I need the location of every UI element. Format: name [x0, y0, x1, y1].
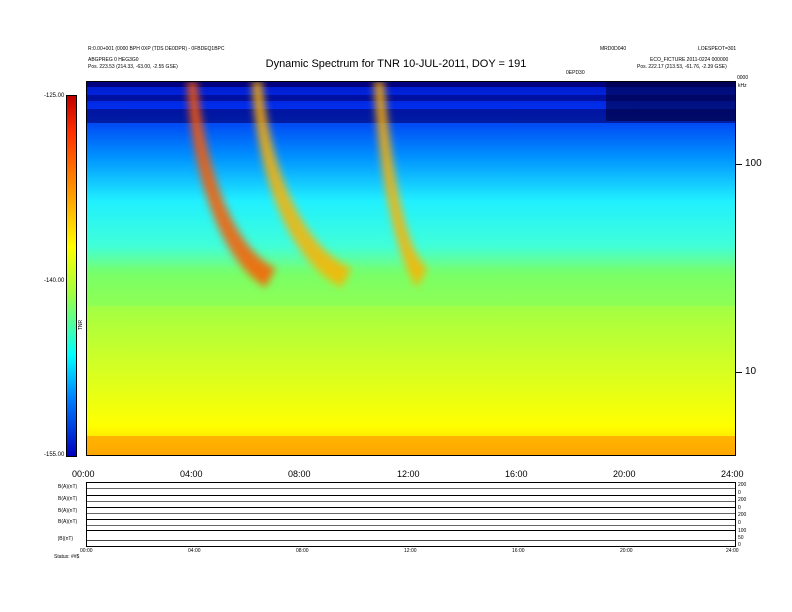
header-left-line1: R:0.00+001 (0000 BPH 0XP (TDS DE0DPR) - …	[88, 46, 225, 52]
colorbar-axis-label: TNR	[78, 319, 85, 331]
panel-line	[87, 507, 735, 508]
header-center-label: 0EPD30	[566, 70, 585, 76]
panel-right-tick: 0	[738, 520, 741, 526]
panel-right-tick: 200	[738, 512, 747, 518]
header-side-left: 0000	[737, 75, 749, 81]
colorbar	[66, 95, 77, 457]
x-tick-0: 00:00	[72, 469, 95, 479]
panel-row-label: |B|(nT)	[58, 536, 74, 542]
panel-right-tick: 200	[738, 497, 747, 503]
panel-x-tick: 00:00	[80, 548, 93, 554]
colorbar-tick-bottom: -155.00	[44, 452, 65, 458]
y-tick-mark-10	[736, 372, 742, 373]
panel-x-tick: 04:00	[188, 548, 201, 554]
y-tick-100: 100	[745, 158, 762, 169]
panel-right-tick: 50	[738, 535, 744, 541]
panel-right-tick: 100	[738, 528, 747, 534]
spectrogram-plot	[86, 81, 736, 456]
panel-row-label: B(A)(nT)	[58, 508, 78, 514]
panel-x-tick: 24:00	[726, 548, 739, 554]
x-tick-3: 12:00	[397, 469, 420, 479]
panel-line	[87, 495, 735, 496]
header-left-line3: Pos. 223.53 (214.33, -63.00, -2.55 GSE)	[88, 64, 178, 70]
magnetometer-panel	[86, 482, 736, 547]
panel-x-tick: 08:00	[296, 548, 309, 554]
header-right-line2: MRD0D040	[600, 46, 627, 52]
panel-right-tick: 0	[738, 542, 741, 548]
x-tick-5: 20:00	[613, 469, 636, 479]
trace	[87, 501, 735, 502]
status-label: Status: ##$	[54, 554, 80, 560]
trace	[87, 488, 735, 489]
panel-right-tick: 200	[738, 482, 747, 488]
header-right-line1: LOESPEOT=301	[698, 46, 737, 52]
x-tick-6: 24:00	[721, 469, 744, 479]
panel-row-label: B(A)(nT)	[58, 519, 78, 525]
chart-title: Dynamic Spectrum for TNR 10-JUL-2011, DO…	[265, 58, 527, 70]
trace	[87, 540, 735, 541]
x-tick-4: 16:00	[505, 469, 528, 479]
colorbar-tick-top: -125.00	[44, 93, 65, 99]
burst-feature-1	[187, 81, 276, 288]
x-tick-2: 08:00	[288, 469, 311, 479]
header-khz-label: kHz	[738, 83, 747, 89]
header-right-line4: Pos. 222.17 (213.53, -61.76, -2.39 GSE)	[637, 64, 727, 70]
panel-right-tick: 0	[738, 505, 741, 511]
trace	[87, 525, 735, 526]
panel-line	[87, 519, 735, 520]
trace	[87, 513, 735, 514]
panel-x-tick: 12:00	[404, 548, 417, 554]
panel-x-tick: 16:00	[512, 548, 525, 554]
header-right-line3: ECO_FICTURE 2011-0224 000000	[650, 57, 729, 63]
panel-x-tick: 20:00	[620, 548, 633, 554]
x-tick-1: 04:00	[180, 469, 203, 479]
colorbar-tick-mid: -140.00	[44, 278, 65, 284]
panel-row-label: B(A)(nT)	[58, 496, 78, 502]
panel-row-label: B(A)(nT)	[58, 484, 78, 490]
panel-right-tick: 0	[738, 490, 741, 496]
header-left-line2: ABGPREG 0 HEG3G0	[88, 57, 139, 63]
panel-line	[87, 530, 735, 531]
y-tick-10: 10	[745, 366, 757, 377]
y-tick-mark-100	[736, 164, 742, 165]
burst-feature-2	[252, 81, 352, 288]
burst-feature-3	[373, 81, 428, 288]
